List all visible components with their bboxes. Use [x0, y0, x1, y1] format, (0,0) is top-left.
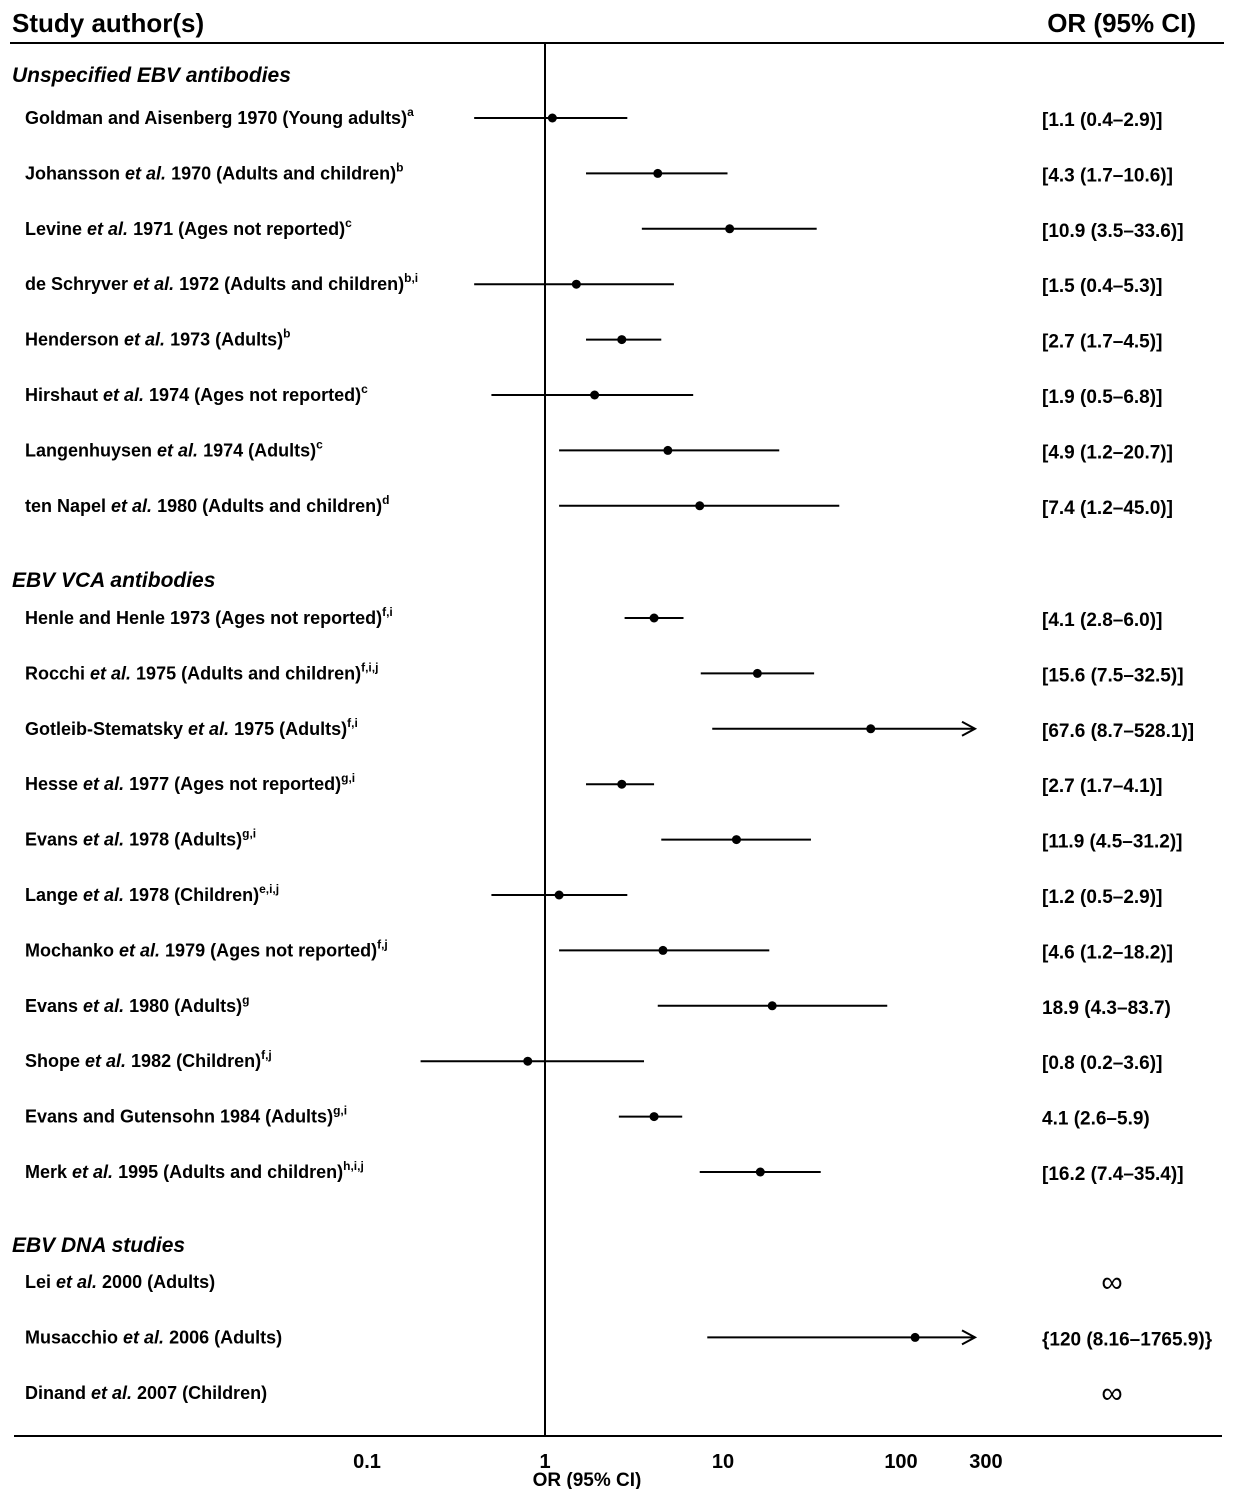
point-estimate: [725, 224, 735, 234]
study-label: Hesse et al. 1977 (Ages not reported)g,i: [25, 771, 355, 794]
point-estimate: [554, 890, 564, 900]
or-value: [4.6 (1.2–18.2)]: [1042, 942, 1173, 963]
point-estimate: [767, 1001, 777, 1011]
group-heading: Unspecified EBV antibodies: [12, 64, 291, 87]
study-label: Musacchio et al. 2006 (Adults): [25, 1327, 282, 1347]
or-value: [2.7 (1.7–4.5)]: [1042, 332, 1162, 353]
or-value: [67.6 (8.7–528.1)]: [1042, 721, 1194, 742]
study-label: Mochanko et al. 1979 (Ages not reported)…: [25, 937, 388, 960]
study-label: Merk et al. 1995 (Adults and children)h,…: [25, 1159, 364, 1182]
group-heading: EBV DNA studies: [12, 1234, 185, 1257]
x-tick-label: 0.1: [353, 1451, 381, 1473]
study-label: ten Napel et al. 1980 (Adults and childr…: [25, 493, 389, 516]
or-value: 18.9 (4.3–83.7): [1042, 998, 1171, 1019]
header-left: Study author(s): [12, 8, 204, 38]
study-label: Henle and Henle 1973 (Ages not reported)…: [25, 605, 393, 628]
point-estimate: [617, 335, 627, 345]
point-estimate: [547, 113, 557, 123]
ci-arrow: [961, 720, 978, 737]
or-value: [11.9 (4.5–31.2)]: [1042, 832, 1182, 853]
or-value: [1.5 (0.4–5.3)]: [1042, 276, 1162, 297]
or-value: ∞: [1101, 1377, 1122, 1410]
or-value: [7.4 (1.2–45.0)]: [1042, 498, 1173, 519]
or-value: [1.2 (0.5–2.9)]: [1042, 887, 1162, 908]
x-tick-label: 300: [969, 1451, 1002, 1473]
x-tick-label: 100: [884, 1451, 917, 1473]
x-tick-label: 10: [712, 1451, 734, 1473]
x-tick-label: 1: [539, 1451, 550, 1473]
point-estimate: [663, 445, 673, 455]
point-estimate: [731, 835, 741, 845]
point-estimate: [695, 501, 705, 511]
point-estimate: [617, 779, 627, 789]
or-value: [16.2 (7.4–35.4)]: [1042, 1164, 1184, 1185]
point-estimate: [866, 724, 876, 734]
study-label: Henderson et al. 1973 (Adults)b: [25, 327, 290, 350]
point-estimate: [910, 1332, 920, 1342]
point-estimate: [649, 613, 659, 623]
study-label: Evans et al. 1980 (Adults)g: [25, 993, 249, 1016]
point-estimate: [755, 1167, 765, 1177]
point-estimate: [658, 945, 668, 955]
study-label: Evans et al. 1978 (Adults)g,i: [25, 827, 256, 850]
x-axis-label: OR (95% CI): [533, 1470, 642, 1489]
or-value: [0.8 (0.2–3.6)]: [1042, 1053, 1162, 1074]
point-estimate: [752, 668, 762, 678]
point-estimate: [649, 1112, 659, 1122]
study-label: Levine et al. 1971 (Ages not reported)c: [25, 216, 352, 239]
or-value: [4.3 (1.7–10.6)]: [1042, 165, 1173, 186]
header-right: OR (95% CI): [1047, 8, 1196, 38]
study-label: Rocchi et al. 1975 (Adults and children)…: [25, 660, 378, 683]
study-label: de Schryver et al. 1972 (Adults and chil…: [25, 271, 418, 294]
or-value: {120 (8.16–1765.9)}: [1042, 1329, 1213, 1350]
study-label: Goldman and Aisenberg 1970 (Young adults…: [25, 105, 414, 128]
study-label: Lei et al. 2000 (Adults): [25, 1272, 215, 1292]
point-estimate: [523, 1056, 533, 1066]
or-value: [10.9 (3.5–33.6)]: [1042, 221, 1184, 242]
study-label: Johansson et al. 1970 (Adults and childr…: [25, 160, 403, 183]
study-label: Dinand et al. 2007 (Children): [25, 1383, 267, 1403]
or-value: [1.9 (0.5–6.8)]: [1042, 387, 1162, 408]
or-value: ∞: [1101, 1266, 1122, 1299]
study-label: Hirshaut et al. 1974 (Ages not reported)…: [25, 382, 368, 405]
study-label: Gotleib-Stematsky et al. 1975 (Adults)f,…: [25, 716, 358, 739]
study-label: Shope et al. 1982 (Children)f,j: [25, 1048, 272, 1071]
study-label: Langenhuysen et al. 1974 (Adults)c: [25, 437, 323, 460]
point-estimate: [653, 168, 663, 178]
or-value: [4.9 (1.2–20.7)]: [1042, 442, 1173, 463]
or-value: 4.1 (2.6–5.9): [1042, 1109, 1150, 1130]
or-value: [15.6 (7.5–32.5)]: [1042, 665, 1184, 686]
or-value: [2.7 (1.7–4.1)]: [1042, 776, 1162, 797]
study-label: Lange et al. 1978 (Children)e,i,j: [25, 882, 279, 905]
ci-arrow: [961, 1329, 978, 1346]
study-label: Evans and Gutensohn 1984 (Adults)g,i: [25, 1104, 347, 1127]
group-heading: EBV VCA antibodies: [12, 569, 215, 592]
point-estimate: [571, 279, 581, 289]
or-value: [4.1 (2.8–6.0)]: [1042, 610, 1162, 631]
point-estimate: [590, 390, 600, 400]
or-value: [1.1 (0.4–2.9)]: [1042, 110, 1162, 131]
